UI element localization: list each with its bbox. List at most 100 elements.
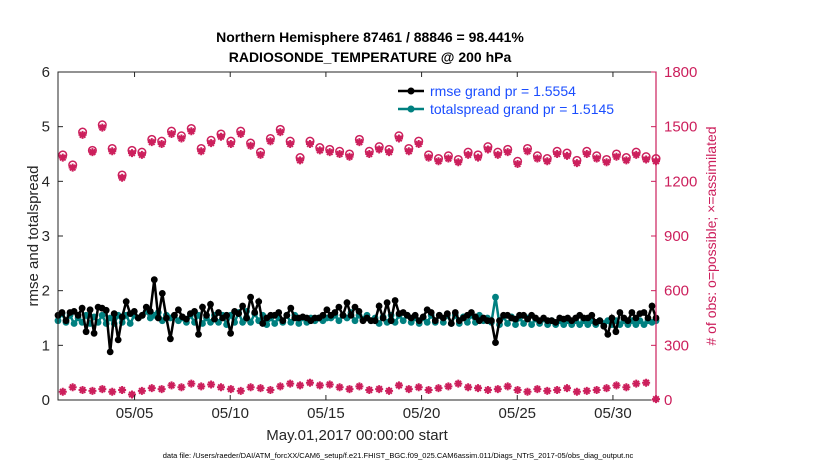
rmse-point xyxy=(283,311,291,319)
rmse-point xyxy=(122,298,130,305)
legend-spread-label: totalspread grand pr = 1.5145 xyxy=(430,101,614,117)
rmse-point xyxy=(496,317,503,325)
obs-assimilated-point xyxy=(157,139,166,148)
obs-low-count-point xyxy=(533,385,542,394)
rmse-point xyxy=(279,317,287,325)
rmse-point xyxy=(227,329,235,337)
rmse-point xyxy=(443,310,451,317)
obs-low-count-point xyxy=(137,386,146,395)
rmse-point xyxy=(167,335,174,343)
rmse-point xyxy=(451,309,459,316)
rmse-point xyxy=(468,309,475,316)
obs-assimilated-point xyxy=(98,123,107,132)
rmse-point xyxy=(215,309,222,316)
totalspread-point xyxy=(295,320,303,327)
obs-low-count-point xyxy=(236,386,245,395)
rmse-point xyxy=(596,317,604,325)
rmse-point xyxy=(375,302,383,310)
obs-low-count-point xyxy=(345,385,354,394)
obs-low-count-point xyxy=(632,379,641,388)
obs-assimilated-point xyxy=(276,128,285,137)
obs-assimilated-point xyxy=(543,157,552,166)
rmse-point xyxy=(419,313,427,321)
rmse-point xyxy=(600,322,608,330)
obs-assimilated-point xyxy=(118,173,127,182)
obs-assimilated-point xyxy=(563,151,572,160)
obs-assimilated-point xyxy=(256,150,265,159)
rmse-point xyxy=(387,317,395,325)
obs-low-count-point xyxy=(434,384,443,393)
right-axis: 0 300 600 900 1200 1500 1800 xyxy=(651,64,697,409)
totalspread-point xyxy=(335,317,343,325)
obs-assimilated-point xyxy=(385,148,394,157)
obs-low-count-point xyxy=(503,382,512,391)
obs-low-count-point xyxy=(513,385,522,394)
totalspread-point xyxy=(247,319,255,326)
rmse-point xyxy=(195,331,202,338)
obs-assimilated-point xyxy=(582,150,591,158)
rmse-point xyxy=(106,348,114,356)
rmse-point xyxy=(243,314,251,322)
rmse-point xyxy=(439,314,447,322)
left-axis: 0 1 2 3 4 5 6 xyxy=(42,64,63,409)
rmse-point xyxy=(431,317,439,325)
obs-low-count-point xyxy=(335,383,344,392)
obs-assimilated-point xyxy=(216,132,225,141)
x-axis: 05/05 05/10 05/15 05/20 05/25 05/30 xyxy=(116,72,632,422)
obs-assimilated-point xyxy=(572,159,581,168)
obs-low-count-point xyxy=(592,385,601,394)
rmse-point xyxy=(90,329,98,337)
obs-assimilated-point xyxy=(137,150,146,159)
obs-assimilated-point xyxy=(88,148,97,157)
obs-low-count-point xyxy=(572,387,581,396)
rmse-point xyxy=(323,306,331,314)
totalspread-point xyxy=(423,319,431,326)
obs-assimilated-point xyxy=(68,163,77,172)
obs-assimilated-point xyxy=(305,139,314,148)
obs-low-count-point xyxy=(385,386,394,395)
obs-low-count-point xyxy=(424,385,433,394)
totalspread-point xyxy=(528,321,535,328)
legend-rmse-marker xyxy=(407,87,415,95)
rmse-point xyxy=(239,302,247,310)
obs-low-count-point xyxy=(276,382,285,391)
obs-low-count-point xyxy=(563,384,572,393)
obs-low-count-point xyxy=(68,383,77,392)
obs-assimilated-point xyxy=(612,152,621,161)
obs-low-count-point xyxy=(483,385,492,394)
data-file-footnote: data file: /Users/raeder/DAI/ATM_forcXX/… xyxy=(163,451,634,460)
x-tick-label: 05/25 xyxy=(498,405,536,422)
obs-assimilated-point xyxy=(375,145,384,154)
obs-low-count-point xyxy=(315,381,324,390)
rmse-point xyxy=(612,328,620,336)
rmse-point xyxy=(383,299,391,307)
obs-low-count-point xyxy=(375,385,384,394)
obs-assimilated-point xyxy=(483,145,492,154)
obs-low-count-point xyxy=(553,385,562,394)
rmse-point xyxy=(203,311,210,319)
obs-low-count-point xyxy=(365,385,374,394)
totalspread-point xyxy=(126,320,134,327)
rmse-point xyxy=(648,302,656,310)
obs-assimilated-point xyxy=(108,147,117,156)
obs-low-count-point xyxy=(266,385,275,394)
obs-low-count-point xyxy=(622,383,631,392)
obs-low-count-point xyxy=(394,381,403,390)
rmse-point xyxy=(640,309,648,316)
rmse-point xyxy=(287,304,295,312)
obs-low-count-point xyxy=(286,379,295,388)
obs-assimilated-point xyxy=(394,134,403,143)
rmse-point xyxy=(552,319,560,326)
rmse-point xyxy=(211,315,218,323)
rmse-point xyxy=(163,314,170,322)
totalspread-point xyxy=(512,321,519,328)
left-tick-label: 1 xyxy=(42,337,50,354)
chart-title-line1: Northern Hemisphere 87461 / 88846 = 98.4… xyxy=(216,29,524,45)
obs-assimilated-point xyxy=(464,150,473,159)
rmse-point xyxy=(624,317,632,325)
obs-low-count-point xyxy=(147,384,156,393)
obs-low-count-point xyxy=(256,384,265,393)
obs-low-count-point xyxy=(414,383,423,392)
obs-assimilated-point xyxy=(602,158,611,167)
obs-assimilated-point xyxy=(444,154,453,163)
